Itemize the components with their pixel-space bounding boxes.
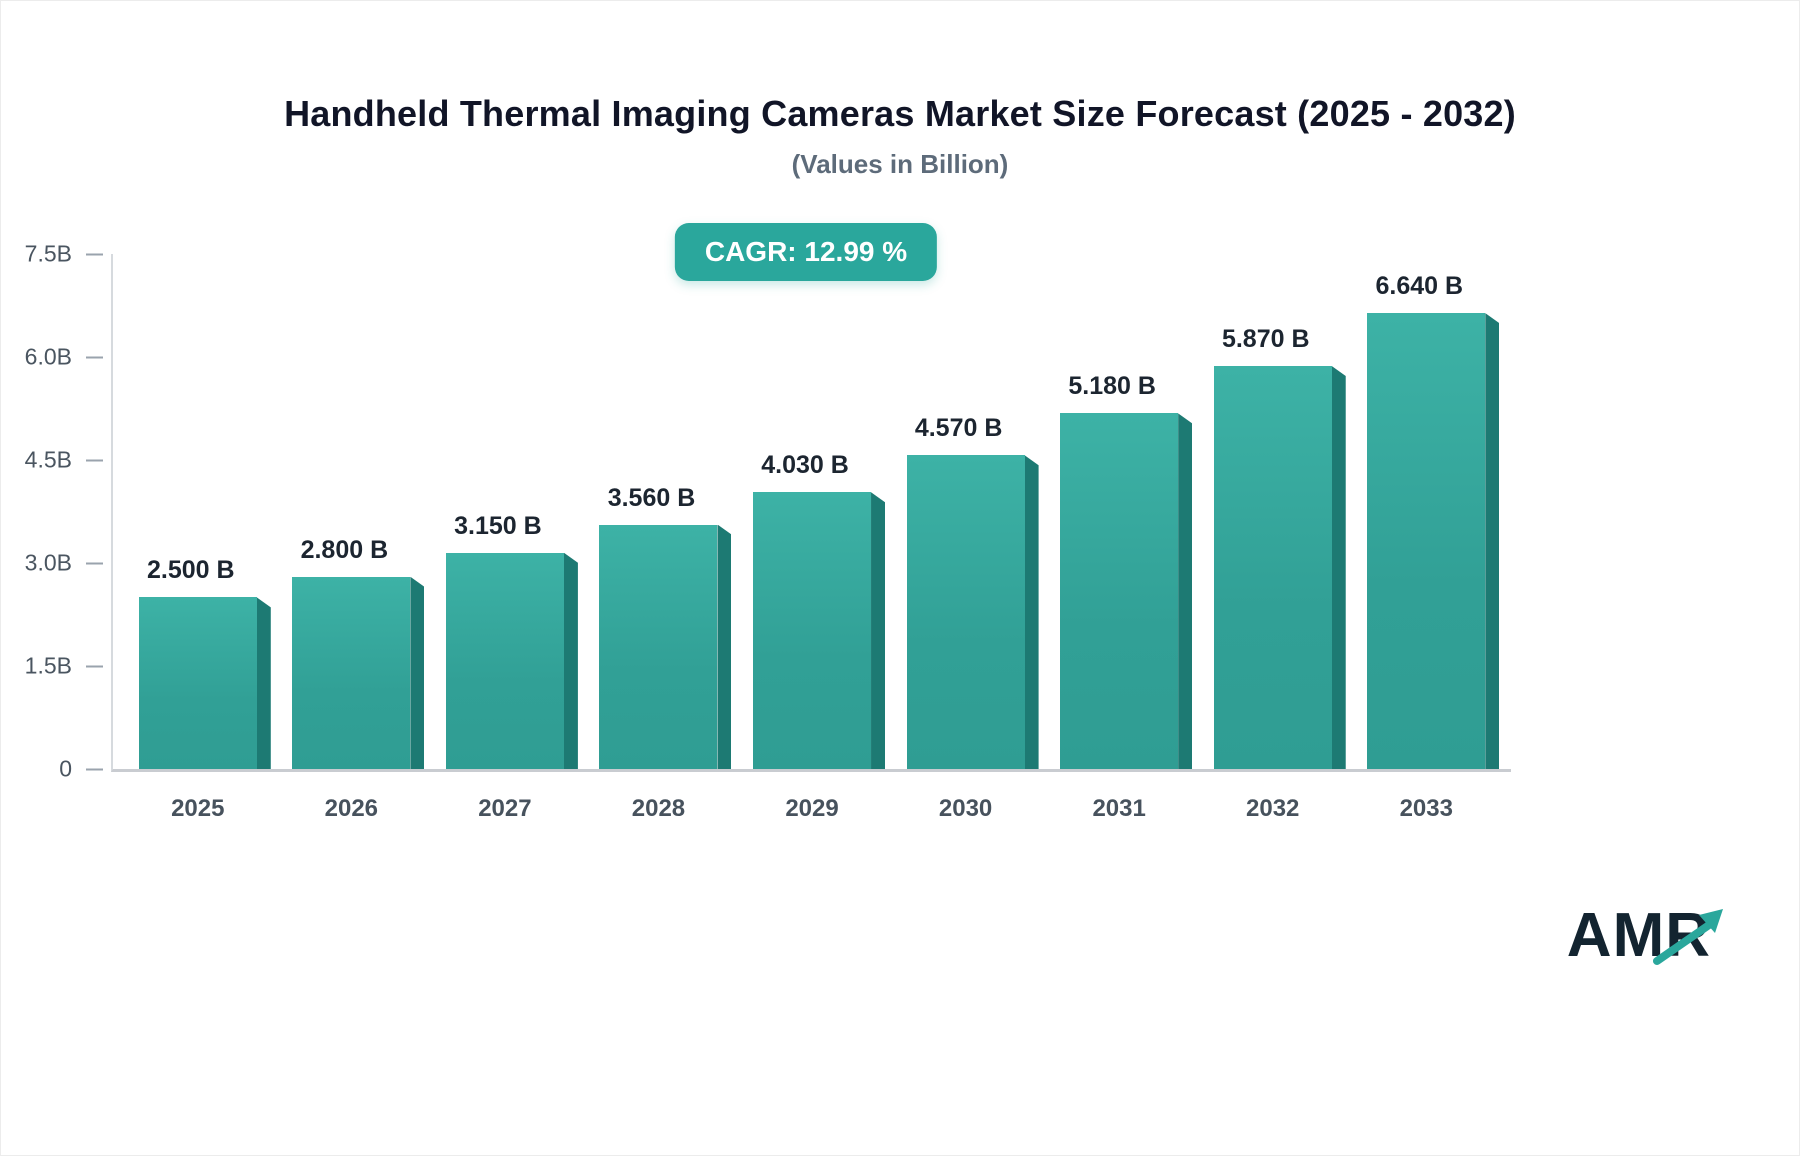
x-axis-category-label: 2026 [324, 795, 379, 822]
bar-slot: 2.500 B 2025 [121, 254, 275, 822]
bar-slot: 4.030 B 2029 [735, 254, 889, 822]
cagr-badge: CAGR: 12.99 % [674, 223, 938, 281]
bar-side-face [1024, 455, 1039, 769]
x-axis-category-label: 2027 [478, 795, 532, 822]
bar-front-face [906, 455, 1025, 769]
bar-front-face [445, 552, 564, 769]
bar-slot: 2.800 B 2026 [275, 254, 429, 822]
amr-logo: AMR [1567, 905, 1723, 967]
bar-value-label: 6.640 B [1375, 272, 1464, 301]
amr-logo-arrow-icon [1653, 909, 1723, 965]
bar-side-face [871, 492, 886, 769]
x-axis-category-label: 2028 [631, 795, 686, 822]
bar [1060, 413, 1193, 769]
bar-value-label: 4.570 B [914, 414, 1003, 443]
chart-subtitle: (Values in Billion) [791, 149, 1009, 179]
bar-value-label: 3.560 B [607, 483, 696, 512]
y-axis-tick: 4.5B [17, 447, 113, 474]
y-axis-tick: 6.0B [17, 344, 113, 371]
bar [138, 597, 271, 769]
bars-row: 2.500 B 2025 2.800 B 2026 3.150 B 2027 3.560 B… [113, 254, 1511, 822]
bar-side-face [717, 524, 732, 769]
bar-front-face [599, 524, 718, 769]
chart-title: Handheld Thermal Imaging Cameras Market … [284, 93, 1516, 134]
bar [292, 576, 425, 769]
bar-value-label: 2.500 B [147, 556, 235, 585]
bar [753, 492, 886, 769]
bar [599, 524, 732, 769]
y-axis-tick-label: 4.5B [24, 446, 72, 473]
bar-front-face [138, 597, 257, 769]
bar-side-face [1485, 313, 1500, 769]
y-axis-tick-dash [86, 356, 103, 358]
bar-slot: 6.640 B 2033 [1350, 254, 1504, 822]
bar-side-face [1331, 365, 1346, 769]
bar-front-face [753, 492, 872, 769]
bar-side-face [1178, 413, 1193, 769]
x-axis-category-label: 2030 [938, 795, 993, 822]
y-axis-tick: 7.5B [17, 241, 113, 268]
x-axis-category-label: 2025 [171, 795, 225, 822]
bar-slot: 4.570 B 2030 [889, 254, 1043, 822]
bar [1367, 313, 1500, 769]
y-axis-tick-label: 3.0B [24, 549, 72, 576]
bar-value-label: 5.180 B [1068, 372, 1156, 401]
y-axis-tick-label: 1.5B [24, 652, 72, 679]
x-axis-category-label: 2033 [1399, 795, 1453, 822]
bar [1213, 365, 1346, 769]
y-axis-tick-dash [86, 459, 103, 461]
bar-value-label: 2.800 B [300, 535, 389, 564]
bar-slot: 5.180 B 2031 [1042, 254, 1196, 822]
y-axis-tick: 3.0B [17, 550, 113, 577]
bar [906, 455, 1039, 769]
y-axis-tick-label: 7.5B [24, 240, 72, 267]
x-axis-category-label: 2031 [1092, 795, 1146, 822]
y-axis-tick: 1.5B [17, 653, 113, 680]
bar-front-face [1213, 365, 1332, 769]
x-axis-category-label: 2029 [785, 795, 839, 822]
bar [445, 552, 578, 769]
bar-slot: 5.870 B 2032 [1196, 254, 1350, 822]
amr-logo-text: AMR [1566, 901, 1711, 970]
y-axis-tick: 0 [17, 756, 113, 783]
bar-side-face [563, 552, 578, 769]
bar-front-face [1060, 413, 1179, 769]
y-axis-tick-dash [86, 253, 103, 255]
x-axis-category-label: 2032 [1246, 795, 1300, 822]
bar-slot: 3.150 B 2027 [428, 254, 582, 822]
bar-side-face [410, 576, 425, 769]
y-axis-tick-dash [86, 768, 103, 770]
y-axis-tick-label: 0 [59, 755, 72, 782]
plot-area: 2.500 B 2025 2.800 B 2026 3.150 B 2027 3.560 B… [25, 241, 1511, 822]
bar-slot: 3.560 B 2028 [582, 254, 736, 822]
y-axis-tick-dash [86, 562, 103, 564]
bar-value-label: 5.870 B [1221, 324, 1310, 353]
bar-side-face [256, 597, 271, 769]
bar-front-face [292, 576, 411, 769]
y-axis-tick-label: 6.0B [24, 343, 72, 370]
bar-value-label: 4.030 B [761, 451, 849, 480]
bar-value-label: 3.150 B [454, 511, 542, 540]
bar-front-face [1367, 313, 1486, 769]
y-axis-tick-dash [86, 665, 103, 667]
